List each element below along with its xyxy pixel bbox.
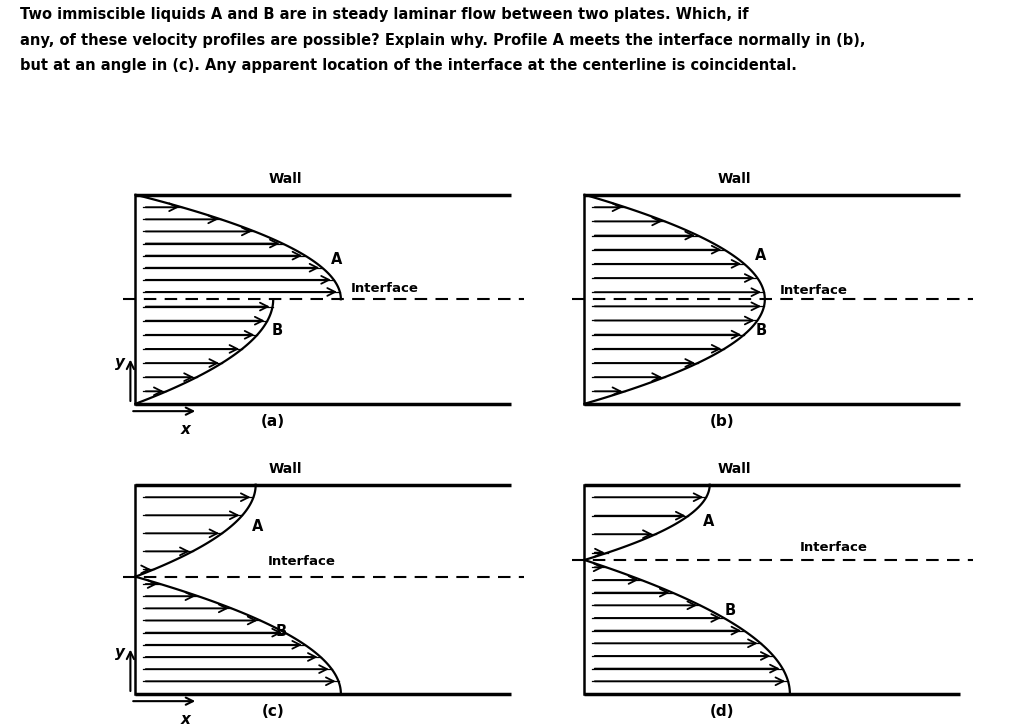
Text: B: B xyxy=(271,323,283,338)
Text: Wall: Wall xyxy=(718,463,752,476)
Text: A: A xyxy=(756,248,767,263)
Text: Interface: Interface xyxy=(780,285,848,298)
Text: x: x xyxy=(180,421,190,437)
Text: (a): (a) xyxy=(261,414,286,429)
Text: any, of these velocity profiles are possible? Explain why. Profile A meets the i: any, of these velocity profiles are poss… xyxy=(20,33,866,48)
Text: B: B xyxy=(725,602,736,618)
Text: B: B xyxy=(275,623,287,639)
Text: Interface: Interface xyxy=(268,555,336,568)
Text: (b): (b) xyxy=(710,414,734,429)
Text: A: A xyxy=(331,252,342,267)
Text: y: y xyxy=(116,644,125,660)
Text: A: A xyxy=(252,519,263,534)
Text: but at an angle in (c). Any apparent location of the interface at the centerline: but at an angle in (c). Any apparent loc… xyxy=(20,58,798,73)
Text: (c): (c) xyxy=(262,704,285,719)
Text: Wall: Wall xyxy=(269,172,302,186)
Text: Interface: Interface xyxy=(800,541,867,554)
Text: Two immiscible liquids A and B are in steady laminar flow between two plates. Wh: Two immiscible liquids A and B are in st… xyxy=(20,7,750,22)
Text: Wall: Wall xyxy=(269,463,302,476)
Text: A: A xyxy=(703,514,715,529)
Text: (d): (d) xyxy=(710,704,734,719)
Text: x: x xyxy=(180,712,190,724)
Text: Interface: Interface xyxy=(350,282,418,295)
Text: B: B xyxy=(756,323,766,338)
Text: y: y xyxy=(116,355,125,369)
Text: Wall: Wall xyxy=(718,172,752,186)
